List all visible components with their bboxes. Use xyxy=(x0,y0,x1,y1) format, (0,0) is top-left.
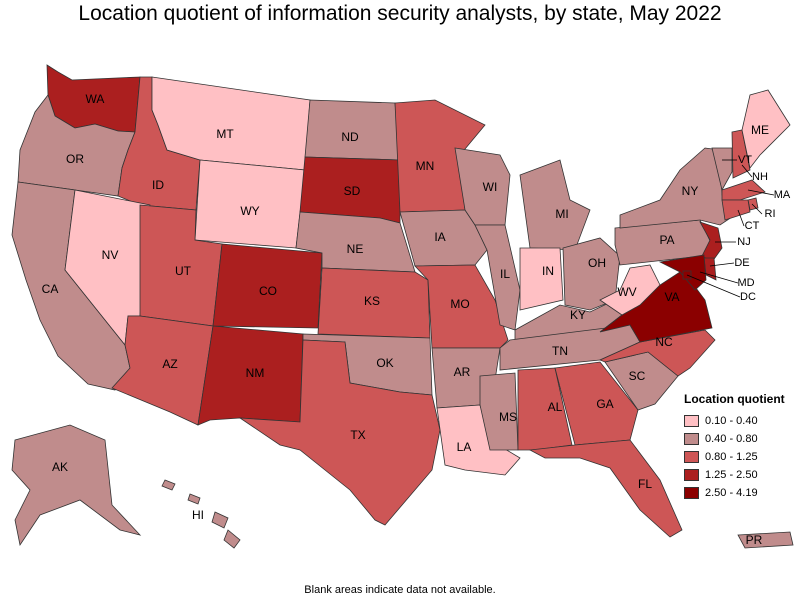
state-label-il: IL xyxy=(500,267,510,281)
state-label-nj: NJ xyxy=(737,236,750,248)
state-label-tx: TX xyxy=(350,428,365,442)
leader-line-md xyxy=(699,271,739,284)
state-ks xyxy=(317,267,431,339)
leader-line-dc xyxy=(686,274,741,298)
state-label-ky: KY xyxy=(570,308,586,322)
state-fl xyxy=(528,439,683,538)
state-label-ms: MS xyxy=(499,410,517,424)
state-label-oh: OH xyxy=(588,256,606,270)
state-ct xyxy=(721,199,751,221)
state-label-mn: MN xyxy=(416,159,435,173)
leader-line-de xyxy=(709,262,735,267)
map-title: Location quotient of information securit… xyxy=(78,2,722,25)
legend-swatch xyxy=(684,469,699,481)
state-mi xyxy=(519,159,591,251)
state-vt xyxy=(711,147,733,192)
leader-line-ct xyxy=(737,209,745,227)
leader-line-nh xyxy=(741,164,753,178)
legend-row: 0.80 - 1.25 xyxy=(684,448,796,466)
state-label-pr: PR xyxy=(746,533,763,547)
state-label-wy: WY xyxy=(240,204,259,218)
state-label-ne: NE xyxy=(347,242,364,256)
legend-label: 1.25 - 2.50 xyxy=(705,469,758,481)
state-pr xyxy=(737,531,794,549)
state-label-va: VA xyxy=(664,290,679,304)
state-label-ca: CA xyxy=(42,282,59,296)
state-label-mo: MO xyxy=(450,297,469,311)
state-wv xyxy=(599,264,661,316)
state-label-mt: MT xyxy=(216,127,234,141)
state-ms xyxy=(479,372,519,451)
state-me xyxy=(741,89,791,169)
state-label-la: LA xyxy=(457,440,472,454)
state-label-nd: ND xyxy=(341,130,359,144)
state-label-ga: GA xyxy=(596,397,613,411)
state-label-al: AL xyxy=(548,400,563,414)
state-label-dc: DC xyxy=(740,291,756,303)
state-label-md: MD xyxy=(737,277,754,289)
state-ga xyxy=(554,361,639,446)
state-label-mi: MI xyxy=(555,207,568,221)
state-label-nc: NC xyxy=(655,335,673,349)
state-label-hi: HI xyxy=(192,508,204,522)
legend-row: 1.25 - 2.50 xyxy=(684,466,796,484)
legend-label: 0.10 - 0.40 xyxy=(705,415,758,427)
legend-row: 2.50 - 4.19 xyxy=(684,484,796,502)
state-label-co: CO xyxy=(259,284,277,298)
state-label-sd: SD xyxy=(344,184,361,198)
state-label-vt: VT xyxy=(738,154,752,166)
legend-title: Location quotient xyxy=(684,392,785,406)
legend-label: 2.50 - 4.19 xyxy=(705,487,758,499)
state-label-id: ID xyxy=(152,178,164,192)
legend-swatch xyxy=(684,487,699,499)
state-ak xyxy=(11,424,142,547)
footnote: Blank areas indicate data not available. xyxy=(304,584,496,596)
legend-swatch xyxy=(684,451,699,463)
state-label-or: OR xyxy=(66,152,84,166)
state-label-ri: RI xyxy=(765,208,776,220)
state-label-de: DE xyxy=(734,257,749,269)
state-tx xyxy=(238,339,441,526)
state-label-nm: NM xyxy=(246,366,265,380)
state-label-nh: NH xyxy=(752,171,768,183)
state-label-ma: MA xyxy=(774,189,791,201)
legend-label: 0.40 - 0.80 xyxy=(705,433,758,445)
state-label-sc: SC xyxy=(629,369,646,383)
state-nh xyxy=(731,129,751,179)
state-label-ks: KS xyxy=(364,294,380,308)
state-label-ak: AK xyxy=(52,460,68,474)
state-label-ia: IA xyxy=(434,230,445,244)
legend-swatch xyxy=(684,433,699,445)
state-label-pa: PA xyxy=(659,233,674,247)
state-label-wi: WI xyxy=(483,180,498,194)
legend-row: 0.10 - 0.40 xyxy=(684,412,796,430)
state-label-wv: WV xyxy=(617,285,636,299)
state-label-fl: FL xyxy=(638,477,652,491)
state-label-me: ME xyxy=(751,123,769,137)
state-label-tn: TN xyxy=(552,344,568,358)
state-label-wa: WA xyxy=(86,92,105,106)
state-label-ny: NY xyxy=(682,184,699,198)
state-label-ut: UT xyxy=(175,264,192,278)
state-label-az: AZ xyxy=(162,357,177,371)
state-label-in: IN xyxy=(542,264,554,278)
state-label-ok: OK xyxy=(376,356,393,370)
state-label-nv: NV xyxy=(102,248,119,262)
legend: Location quotient 0.10 - 0.40 0.40 - 0.8… xyxy=(684,392,796,502)
state-in xyxy=(519,247,564,311)
state-ma xyxy=(721,179,766,201)
state-label-ct: CT xyxy=(745,220,760,232)
legend-row: 0.40 - 0.80 xyxy=(684,430,796,448)
state-mo xyxy=(414,264,509,349)
state-label-ar: AR xyxy=(454,365,471,379)
legend-swatch xyxy=(684,415,699,427)
leader-line-ri xyxy=(751,203,763,215)
state-hi xyxy=(161,479,241,549)
leader-line-ma xyxy=(747,189,775,196)
legend-label: 0.80 - 1.25 xyxy=(705,451,758,463)
